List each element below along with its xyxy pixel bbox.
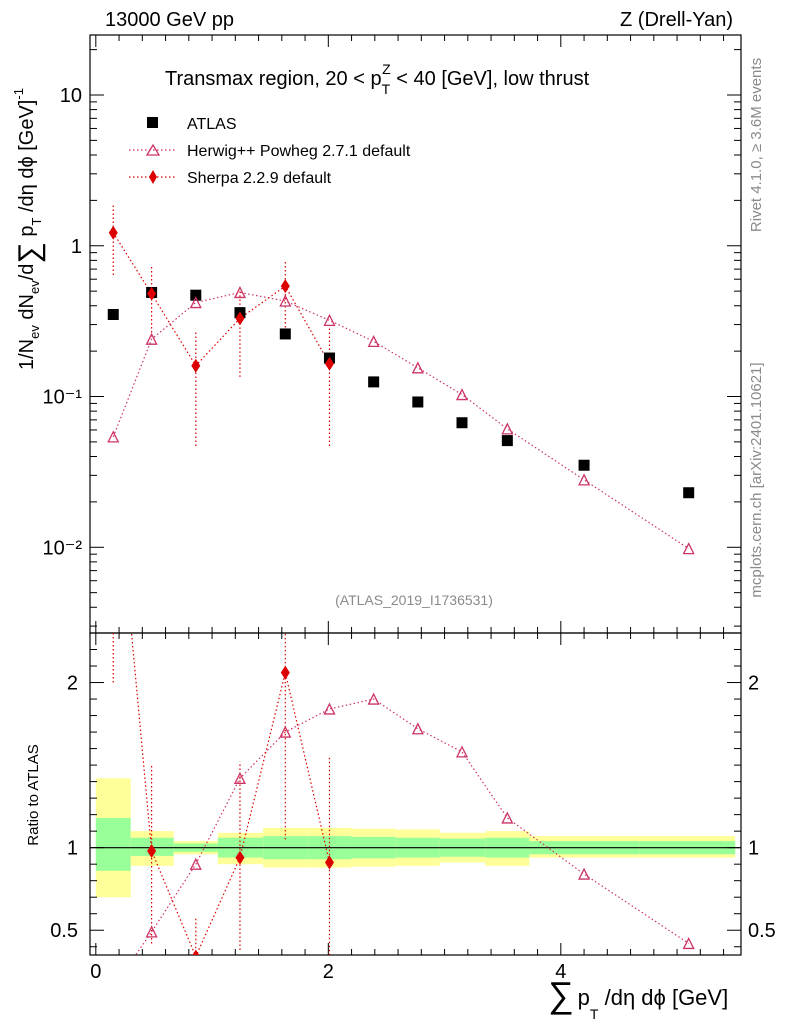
- atlas-point: [456, 417, 468, 429]
- herwig-point: [411, 361, 424, 374]
- herwig-line: [112, 291, 690, 550]
- herwig-ratio-point: [367, 692, 380, 705]
- sherpa-point: [235, 311, 245, 326]
- main-data: [107, 205, 695, 555]
- ratio-uncertainty-bands: [95, 778, 736, 898]
- axis-ticks: 0 2 4 10⁻² 10⁻¹ 1 10 0.5 0.5 1 1 2 2: [43, 35, 776, 983]
- rivet-version-label: Rivet 4.1.0, ≥ 3.6M events: [748, 58, 765, 232]
- ratio-stat-band-0: [95, 817, 131, 871]
- herwig-ratio-point: [323, 702, 336, 715]
- herwig-ratio-point: [108, 982, 118, 992]
- sherpa-point: [191, 358, 201, 373]
- atlas-point: [412, 396, 424, 408]
- y-tick-label-main: 10⁻²: [43, 537, 83, 559]
- process-label: Z (Drell-Yan): [620, 9, 733, 31]
- herwig-point: [578, 473, 591, 486]
- sherpa-ratio-line: [130, 633, 331, 955]
- herwig-ratio-point: [682, 936, 695, 950]
- sherpa-point: [108, 225, 118, 240]
- sherpa-point: [324, 356, 334, 371]
- herwig-point: [189, 296, 202, 309]
- herwig-point: [233, 286, 247, 299]
- sherpa-ratio-point: [235, 850, 245, 865]
- herwig-ratio-point: [145, 925, 158, 938]
- herwig-point: [682, 542, 695, 555]
- atlas-point: [368, 376, 380, 388]
- sherpa-line: [112, 232, 330, 367]
- herwig-point: [279, 294, 292, 307]
- sherpa-ratio-point: [280, 665, 290, 680]
- ratio-y-axis-label: Ratio to ATLAS: [25, 744, 42, 845]
- atlas-point: [683, 487, 695, 499]
- herwig-ratio-point: [501, 811, 514, 824]
- herwig-point: [455, 388, 469, 401]
- y-tick-label-ratio-right: 0.5: [748, 920, 776, 942]
- atlas-point: [190, 289, 202, 301]
- legend: ATLAS Herwig++ Powheg 2.7.1 default Sher…: [129, 116, 411, 187]
- x-tick-label-2: 2: [323, 961, 334, 983]
- ratio-panel-frame: [89, 632, 742, 956]
- y-tick-label-ratio-left: 0.5: [50, 920, 78, 942]
- sherpa-ratio-point: [147, 843, 157, 858]
- herwig-ratio-point: [411, 722, 424, 735]
- y-tick-label-ratio-right: 2: [748, 673, 759, 695]
- x-tick-label-0: 0: [90, 961, 101, 983]
- y-tick-label-ratio-right: 1: [748, 838, 759, 860]
- herwig-point: [323, 313, 336, 327]
- legend-atlas-marker: [147, 117, 158, 128]
- analysis-id: (ATLAS_2019_I1736531): [335, 592, 493, 608]
- herwig-ratio-point: [233, 771, 247, 784]
- herwig-ratio-point: [455, 745, 469, 758]
- y-tick-label-ratio-left: 1: [67, 838, 78, 860]
- sherpa-ratio-point: [324, 855, 334, 870]
- y-tick-label-ratio-left: 2: [67, 673, 78, 695]
- legend-atlas-label: ATLAS: [187, 116, 237, 133]
- energy-label: 13000 GeV pp: [105, 9, 234, 31]
- x-axis-label: ∑ pT /dη dϕ [GeV]: [548, 974, 728, 1022]
- atlas-point: [107, 308, 119, 320]
- herwig-point: [367, 334, 380, 348]
- herwig-ratio-point: [189, 857, 202, 870]
- legend-herwig-label: Herwig++ Powheg 2.7.1 default: [187, 143, 411, 160]
- sherpa-ratio-point: [192, 949, 200, 955]
- sherpa-point: [280, 279, 290, 294]
- y-tick-label-main: 10⁻¹: [43, 387, 83, 409]
- atlas-point: [578, 459, 590, 471]
- legend-sherpa-label: Sherpa 2.2.9 default: [187, 170, 332, 187]
- chart-title: Transmax region, 20 < pTZ < 40 [GeV], lo…: [165, 61, 590, 97]
- atlas-point: [279, 328, 291, 340]
- y-axis-label: 1/Nev dNev/d∑ pT /dη dϕ [GeV]-1: [11, 88, 46, 370]
- y-tick-label-main: 10: [60, 85, 82, 107]
- herwig-ratio-point: [578, 867, 591, 880]
- x-tick-label-4: 4: [555, 961, 566, 983]
- atlas-point: [501, 435, 513, 447]
- herwig-point: [501, 422, 514, 435]
- legend-sherpa-marker: [149, 170, 157, 184]
- ratio-data: [108, 428, 695, 992]
- herwig-point: [107, 430, 120, 443]
- sherpa-ratio-point: [109, 428, 118, 442]
- legend-herwig-marker: [145, 143, 161, 156]
- sherpa-point: [147, 286, 157, 301]
- mcplots-label: mcplots.cern.ch [arXiv:2401.10621]: [748, 362, 765, 597]
- herwig-ratio-point: [279, 725, 292, 738]
- y-tick-label-main: 1: [71, 236, 82, 258]
- herwig-point: [145, 332, 158, 345]
